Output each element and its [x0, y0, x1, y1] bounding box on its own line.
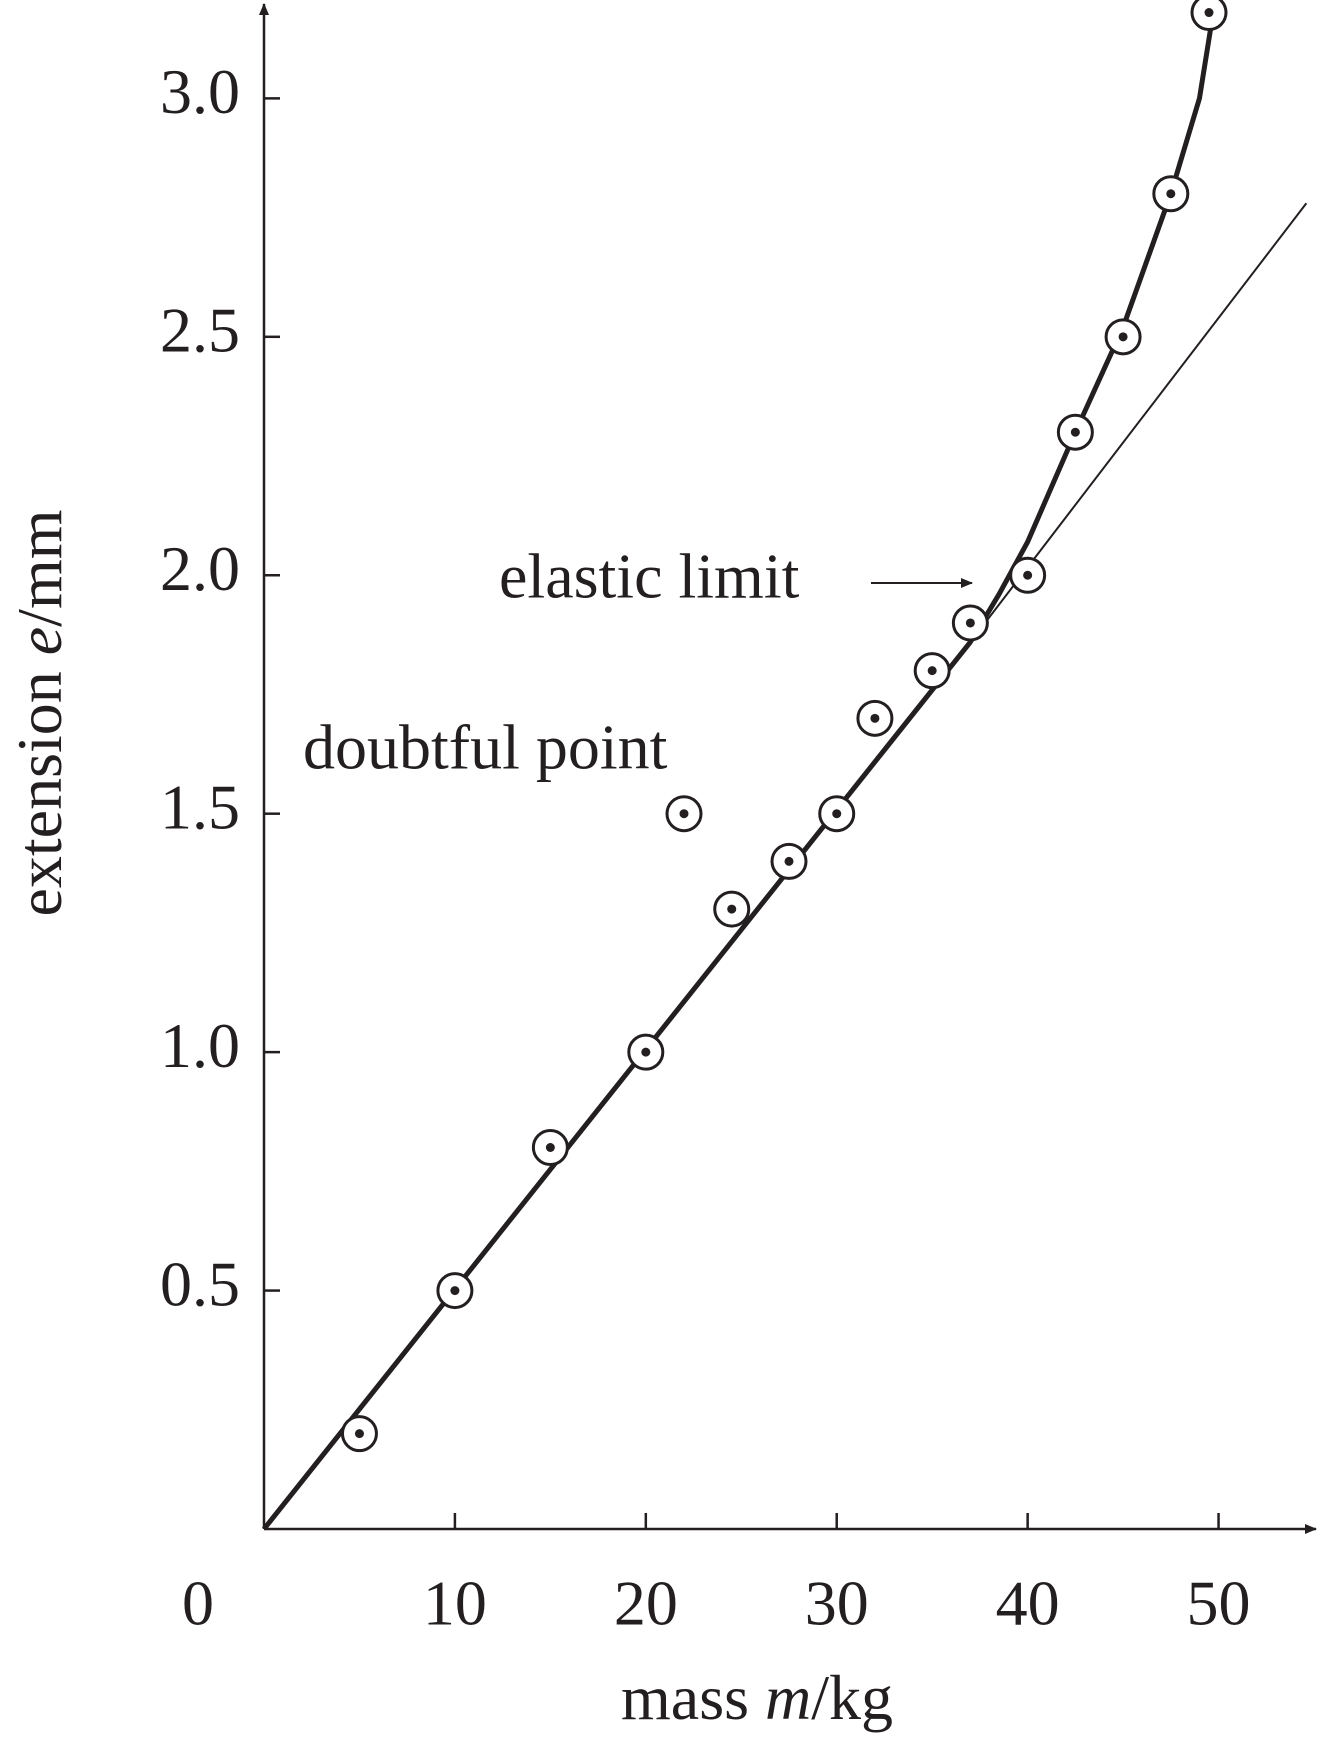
x-tick-label: 40 — [996, 1568, 1060, 1639]
data-point — [713, 890, 751, 928]
data-point — [856, 699, 894, 737]
y-label-part: /mm — [4, 509, 75, 626]
point-dot — [450, 1286, 460, 1296]
data-point — [340, 1415, 378, 1453]
point-dot — [545, 1143, 555, 1152]
point-dot — [354, 1429, 364, 1439]
y-tick-label: 2.0 — [160, 533, 240, 604]
y-tick-label: 0.5 — [160, 1248, 240, 1319]
y-axis-label: extension e/mm — [4, 509, 75, 916]
y-label-part: e — [4, 627, 75, 655]
point-dot — [784, 856, 794, 866]
data-point — [1104, 318, 1142, 356]
point-dot — [927, 666, 937, 676]
y-tick-label: 1.5 — [160, 771, 240, 842]
point-dot — [1204, 8, 1214, 18]
data-point — [665, 795, 703, 833]
point-dot — [679, 809, 689, 819]
data-point — [913, 652, 951, 690]
x-axis-label: mass m/kg — [621, 1662, 893, 1733]
y-tick-label: 2.5 — [160, 295, 240, 366]
data-point — [1190, 0, 1228, 32]
point-dot — [965, 618, 975, 628]
x-tick-label: 0 — [182, 1568, 214, 1639]
data-point — [770, 842, 808, 880]
x-tick-label: 10 — [423, 1568, 487, 1639]
y-tick-label: 1.0 — [160, 1010, 240, 1081]
x-label-part: mass — [621, 1662, 765, 1733]
point-dot — [1166, 189, 1176, 199]
x-tick-label: 30 — [805, 1568, 869, 1639]
data-point — [951, 604, 989, 642]
y-label-part: extension — [4, 655, 75, 916]
data-point — [627, 1033, 665, 1071]
data-point — [1056, 413, 1094, 451]
x-tick-label: 50 — [1187, 1568, 1251, 1639]
x-label-part: m — [765, 1662, 811, 1733]
point-dot — [870, 713, 880, 723]
annotation: doubtful point — [303, 712, 668, 783]
point-dot — [832, 809, 842, 819]
annotation: elastic limit — [499, 541, 800, 612]
data-point — [436, 1272, 474, 1310]
point-dot — [1070, 427, 1080, 437]
data-point — [1152, 175, 1190, 213]
data-point — [1009, 556, 1047, 594]
point-dot — [727, 904, 737, 914]
point-dot — [1023, 570, 1033, 580]
point-dot — [641, 1047, 651, 1057]
y-tick-label: 3.0 — [160, 56, 240, 127]
x-tick-label: 20 — [614, 1568, 678, 1639]
point-dot — [1118, 332, 1128, 342]
data-point — [818, 795, 856, 833]
x-label-part: /kg — [811, 1662, 893, 1733]
data-point — [531, 1129, 569, 1166]
